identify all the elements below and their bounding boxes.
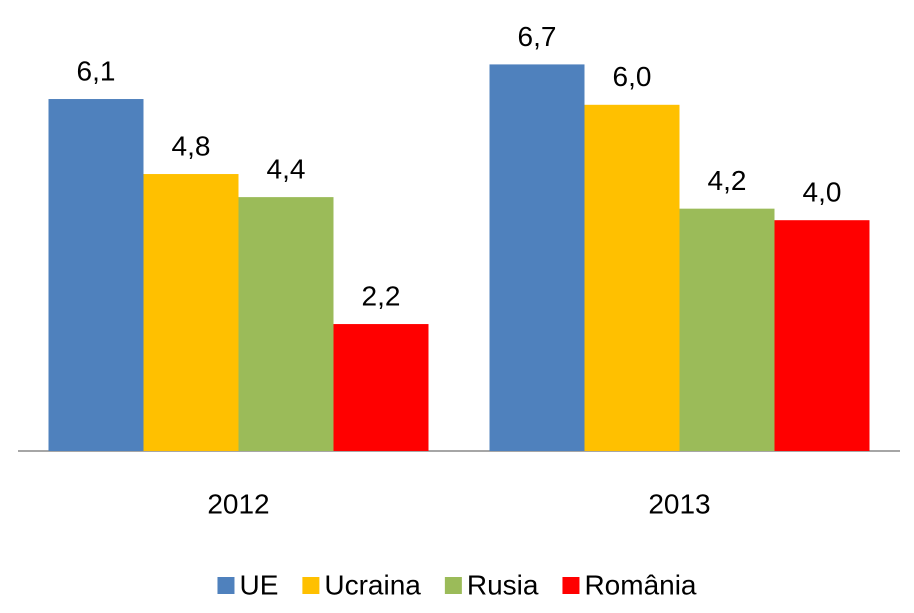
data-label: 6,0 xyxy=(613,61,652,92)
data-label: 6,1 xyxy=(77,55,116,86)
bar xyxy=(238,197,334,451)
data-label: 4,8 xyxy=(172,130,211,161)
legend-label: România xyxy=(584,569,696,600)
bar xyxy=(143,174,239,452)
bar xyxy=(584,104,680,452)
bar xyxy=(48,99,144,451)
legend-label: Ucraina xyxy=(324,569,421,600)
data-label: 4,4 xyxy=(267,154,306,185)
data-label: 4,2 xyxy=(708,165,747,196)
x-tick-label: 2013 xyxy=(648,488,710,519)
data-label: 6,7 xyxy=(518,21,557,52)
bar xyxy=(333,324,429,451)
bar xyxy=(489,64,585,451)
legend-swatch xyxy=(562,577,580,594)
x-tick-label: 2012 xyxy=(207,488,269,519)
data-label: 2,2 xyxy=(362,280,401,311)
legend-label: Rusia xyxy=(467,569,539,600)
legend-label: UE xyxy=(239,569,278,600)
data-label: 4,0 xyxy=(803,177,842,208)
bar xyxy=(774,220,870,451)
bar xyxy=(679,208,775,451)
legend-swatch xyxy=(217,577,235,594)
legend-swatch xyxy=(444,577,462,594)
legend-swatch xyxy=(302,577,320,594)
